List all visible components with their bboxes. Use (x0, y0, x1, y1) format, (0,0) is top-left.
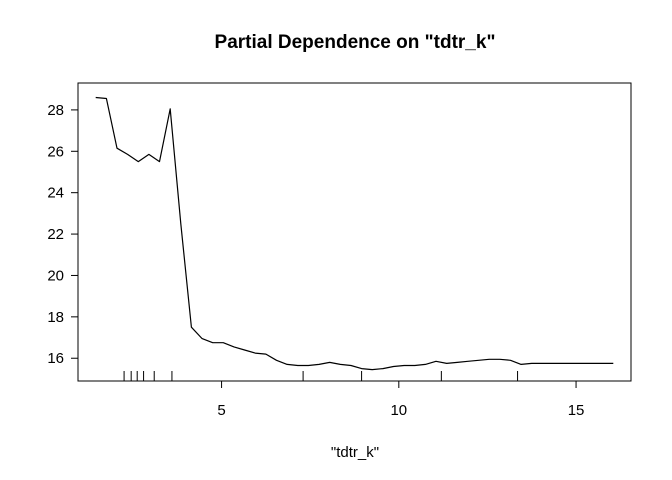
x-tick-label: 10 (390, 402, 407, 419)
series-line (95, 96, 614, 371)
plot-frame (77, 82, 632, 382)
rug-marks (123, 371, 519, 381)
x-tick-label: 15 (568, 402, 585, 419)
chart-title: Partial Dependence on "tdtr_k" (215, 32, 496, 53)
y-tick-label: 16 (47, 350, 64, 367)
y-axis: 16 18 20 22 24 26 28 (47, 102, 78, 367)
y-tick-label: 28 (47, 102, 64, 119)
y-tick-label: 20 (47, 267, 64, 284)
x-axis: 5 10 15 (217, 381, 584, 419)
y-tick-label: 22 (47, 226, 64, 243)
x-axis-label: "tdtr_k" (331, 444, 379, 461)
x-tick-label: 5 (217, 402, 225, 419)
series-layer (95, 96, 614, 371)
y-tick-label: 18 (47, 309, 64, 326)
y-tick-label: 26 (47, 143, 64, 160)
y-tick-label: 24 (47, 185, 64, 202)
